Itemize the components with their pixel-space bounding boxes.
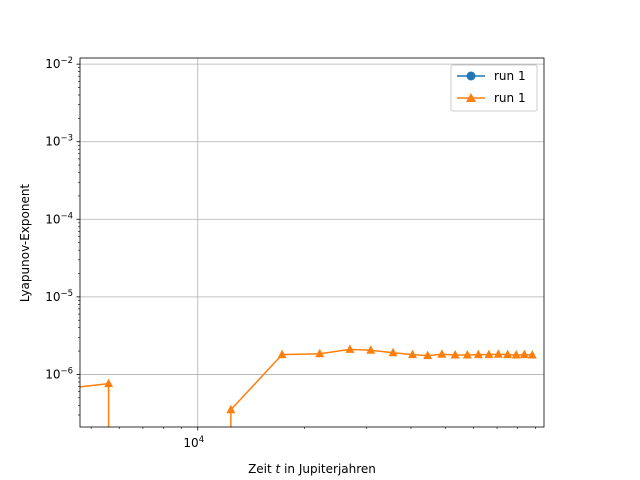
series-2-point-5: [366, 345, 376, 354]
series-2-lead-segment: [80, 382, 109, 388]
y-tick-label-2: 10−4: [45, 211, 73, 226]
series-2-point-0: [104, 378, 114, 388]
series-2-point-8: [423, 350, 433, 360]
y-axis-label: Lyapunov-Exponent: [18, 184, 32, 303]
grid-lines: [80, 58, 544, 427]
x-tick-label-0: 104: [183, 435, 204, 450]
y-tick-label-0: 10−6: [45, 366, 73, 381]
series-2-point-6: [388, 347, 398, 357]
series-2-point-2: [277, 349, 287, 359]
series-2-point-1: [226, 404, 236, 414]
y-tick-label-1: 10−5: [45, 289, 73, 304]
data-series: [80, 344, 537, 427]
series-2-point-15: [503, 349, 513, 359]
legend-marker-series-1: [466, 71, 476, 81]
legend-label-series-2: run 1: [494, 91, 526, 105]
axis-ticks: 10−6 10−5 10−4 10−3 10−2 104: [45, 56, 536, 450]
series-2-point-14: [493, 349, 503, 358]
series-2-point-7: [407, 349, 417, 359]
legend-label-series-1: run 1: [494, 69, 526, 83]
legend-marker-series-2: [466, 93, 476, 102]
y-tick-label-4: 10−2: [45, 56, 73, 71]
legend: run 1 run 1: [450, 64, 538, 112]
series-2-point-16: [511, 349, 521, 359]
series-2-point-4: [345, 344, 355, 353]
x-axis-label: Zeit t in Jupiterjahren: [248, 462, 376, 476]
series-2-point-11: [462, 349, 472, 359]
series-2-point-17: [519, 349, 529, 359]
series-2-point-13: [484, 349, 494, 359]
series-2-point-10: [450, 349, 460, 359]
series-2-point-3: [315, 348, 325, 358]
series-2-point-12: [473, 349, 483, 359]
series-2-point-9: [437, 349, 447, 358]
y-tick-label-3: 10−3: [45, 134, 73, 149]
series-2-point-18: [527, 349, 537, 359]
